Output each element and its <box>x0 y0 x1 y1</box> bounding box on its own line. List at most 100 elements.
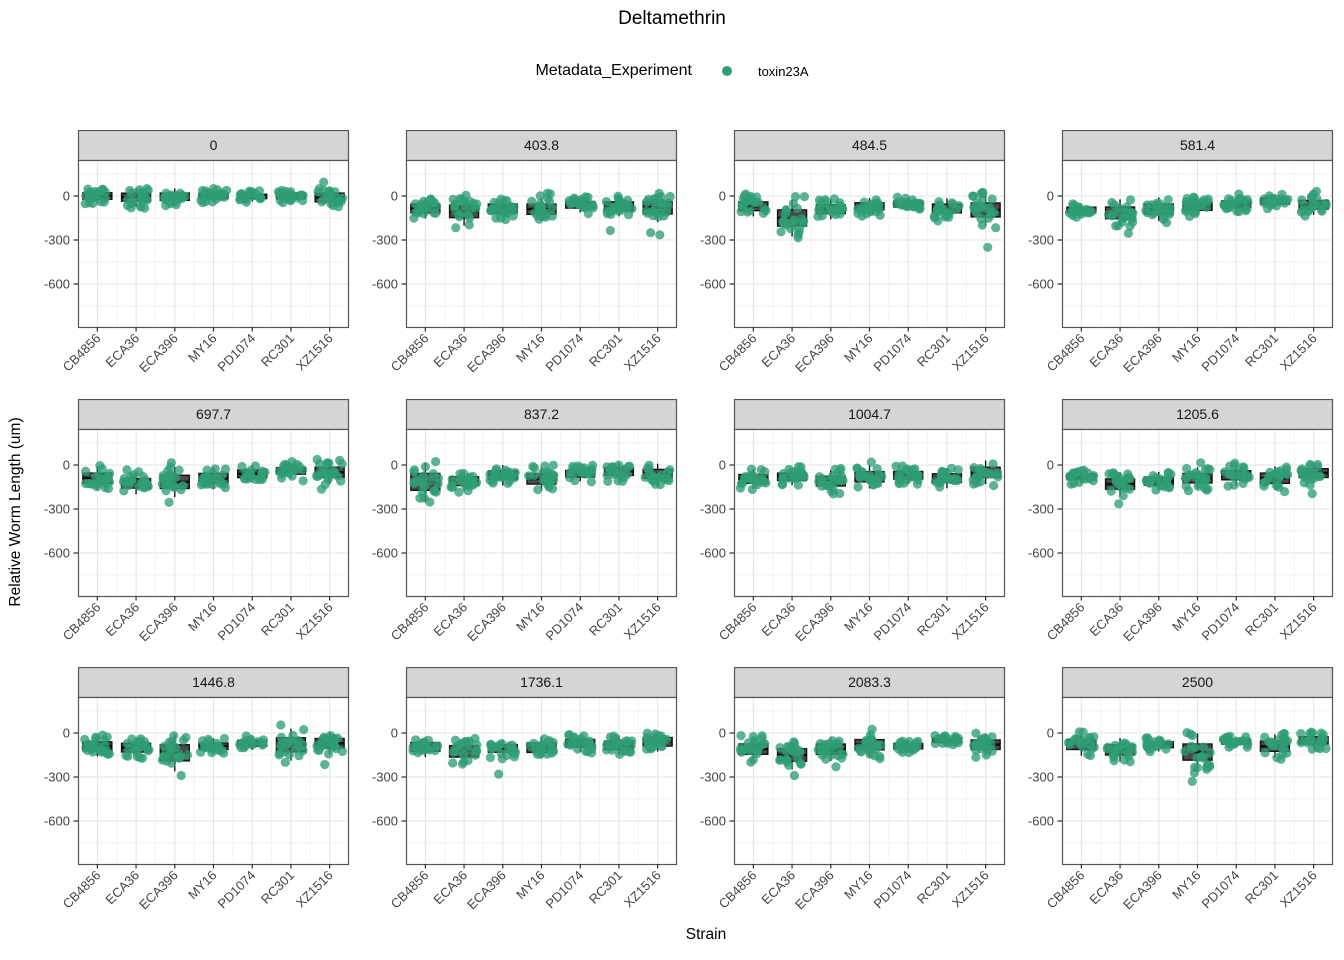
outlier-point <box>646 228 656 238</box>
jitter-point <box>277 473 287 483</box>
x-tick-label: ECA396 <box>464 331 509 376</box>
jitter-point <box>411 742 421 752</box>
jitter-point <box>838 749 848 759</box>
y-tick-label: -300 <box>700 770 726 785</box>
jitter-point <box>220 464 231 474</box>
jitter-point <box>612 741 622 751</box>
facet-strip-label: 1736.1 <box>520 674 563 690</box>
jitter-point <box>99 746 109 756</box>
jitter-point <box>1111 221 1121 231</box>
jitter-point <box>944 212 954 222</box>
jitter-point <box>1126 743 1136 753</box>
y-tick-label: -300 <box>1028 770 1054 785</box>
jitter-point <box>936 471 947 481</box>
jitter-point <box>775 743 785 753</box>
jitter-point <box>276 740 286 751</box>
jitter-point <box>750 197 760 207</box>
x-tick-label: ECA396 <box>792 868 837 913</box>
jitter-point <box>333 202 344 212</box>
jitter-point <box>859 741 870 751</box>
jitter-point <box>1181 481 1191 491</box>
jitter-point <box>181 732 191 743</box>
jitter-point <box>210 464 220 474</box>
jitter-point <box>430 745 440 756</box>
jitter-point <box>779 218 789 229</box>
x-tick-label: PD1074 <box>215 868 259 912</box>
jitter-point <box>235 189 246 199</box>
jitter-point <box>829 194 839 204</box>
jitter-point <box>127 188 137 198</box>
facet-data <box>736 187 1001 252</box>
jitter-point <box>460 200 470 210</box>
facet-data <box>1065 458 1329 509</box>
x-tick-label: PD1074 <box>543 600 587 644</box>
jitter-point <box>211 738 222 748</box>
jitter-point <box>539 734 550 744</box>
jitter-point <box>831 204 841 214</box>
x-tick-label: RC301 <box>586 600 625 639</box>
outlier-point <box>826 486 836 496</box>
jitter-point <box>160 192 170 202</box>
jitter-point <box>84 193 94 203</box>
jitter-point <box>911 471 921 481</box>
x-tick-label: MY16 <box>185 868 220 903</box>
x-tick-label: MY16 <box>513 600 548 635</box>
jitter-point <box>288 730 298 740</box>
jitter-point <box>165 475 175 485</box>
y-tick-label: 0 <box>391 458 398 473</box>
facet-strip-label: 2500 <box>1182 674 1213 690</box>
jitter-point <box>852 463 862 473</box>
jitter-point <box>126 199 136 209</box>
jitter-point <box>899 468 910 478</box>
jitter-point <box>178 481 188 491</box>
jitter-point <box>756 474 766 484</box>
facet-strip-label: 1446.8 <box>192 674 235 690</box>
jitter-point <box>624 210 634 220</box>
jitter-point <box>1279 195 1289 205</box>
jitter-point <box>134 185 145 195</box>
jitter-point <box>244 472 254 482</box>
jitter-point <box>547 203 557 213</box>
facet-strip-label: 1205.6 <box>1176 406 1219 422</box>
x-tick-label: XZ1516 <box>293 600 336 643</box>
jitter-point <box>1200 477 1210 487</box>
jitter-point <box>752 749 762 759</box>
jitter-point <box>952 204 962 214</box>
jitter-point <box>500 468 510 478</box>
y-tick-label: 0 <box>719 189 726 204</box>
jitter-point <box>464 213 475 223</box>
jitter-point <box>857 211 867 221</box>
jitter-point <box>204 188 215 198</box>
x-tick-label: PD1074 <box>1199 331 1243 375</box>
jitter-point <box>799 192 809 202</box>
jitter-point <box>313 745 323 755</box>
jitter-point <box>199 740 209 750</box>
jitter-point <box>1226 469 1236 480</box>
jitter-point <box>547 211 557 221</box>
jitter-point <box>987 732 997 742</box>
jitter-point <box>1157 205 1168 215</box>
jitter-point <box>455 469 465 479</box>
jitter-point <box>1243 197 1253 207</box>
outlier-point <box>1187 776 1197 786</box>
x-tick-label: RC301 <box>1242 600 1281 639</box>
jitter-point <box>142 195 152 205</box>
outlier-point <box>319 177 329 187</box>
jitter-point <box>817 750 827 760</box>
jitter-point <box>485 752 495 763</box>
jitter-point <box>1125 473 1135 484</box>
jitter-point <box>174 465 184 475</box>
jitter-point <box>81 466 91 476</box>
facet-cell-484.5: 484.5 0 -300 -600 CB4856 ECA36 ECA396 MY16 PD107… <box>696 129 1006 391</box>
jitter-point <box>651 739 661 749</box>
y-tick-label: -600 <box>44 277 70 292</box>
jitter-point <box>122 465 132 475</box>
jitter-point <box>496 749 506 759</box>
jitter-point <box>913 736 923 746</box>
jitter-point <box>420 462 430 472</box>
outlier-point <box>454 487 464 497</box>
jitter-point <box>782 747 792 757</box>
y-tick-label: 0 <box>63 726 70 741</box>
